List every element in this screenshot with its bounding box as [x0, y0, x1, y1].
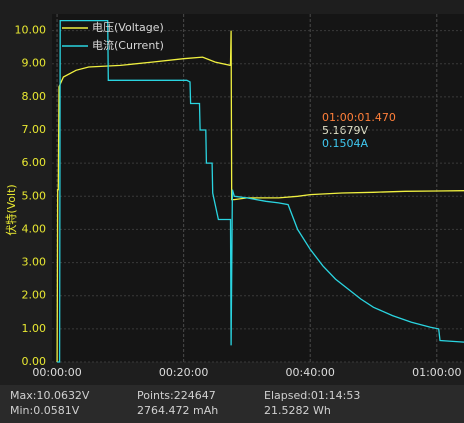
legend-label: 电压(Voltage) [92, 21, 164, 34]
y-tick-label: 2.00 [22, 289, 47, 302]
x-tick-label: 00:40:00 [286, 366, 335, 379]
stat-points: Points:224647 [137, 389, 216, 402]
y-tick-label: 7.00 [22, 123, 47, 136]
stat-max: Max:10.0632V [10, 389, 90, 402]
stat-capacity: 2764.472 mAh [137, 404, 218, 417]
x-tick-label: 01:00:00 [412, 366, 461, 379]
plot-area [52, 14, 464, 362]
y-tick-label: 1.00 [22, 322, 47, 335]
y-tick-label: 3.00 [22, 256, 47, 269]
stat-min: Min:0.0581V [10, 404, 80, 417]
y-tick-label: 4.00 [22, 222, 47, 235]
annotation-time: 01:00:01.470 [322, 111, 396, 124]
legend-label: 电流(Current) [92, 38, 164, 52]
y-tick-label: 0.00 [22, 355, 47, 368]
stat-energy: 21.5282 Wh [264, 404, 331, 417]
x-tick-label: 00:20:00 [159, 366, 208, 379]
plot: 0.00 1.00 2.00 3.00 4.00 5.00 6.00 7.00 8.00 9.00… [15, 14, 464, 379]
annotation-current: 0.1504A [322, 137, 368, 150]
y-tick-label: 10.00 [15, 24, 47, 37]
stat-elapsed: Elapsed:01:14:53 [264, 389, 360, 402]
y-tick-label: 8.00 [22, 90, 47, 103]
y-axis-label: 伏特(Volt) [4, 184, 18, 235]
stats-bar [0, 385, 464, 423]
series-line [57, 19, 464, 363]
y-tick-label: 6.00 [22, 156, 47, 169]
y-tick-label: 9.00 [22, 57, 47, 70]
y-tick-label: 5.00 [22, 189, 47, 202]
x-tick-label: 00:00:00 [32, 366, 81, 379]
series-line [56, 30, 464, 363]
